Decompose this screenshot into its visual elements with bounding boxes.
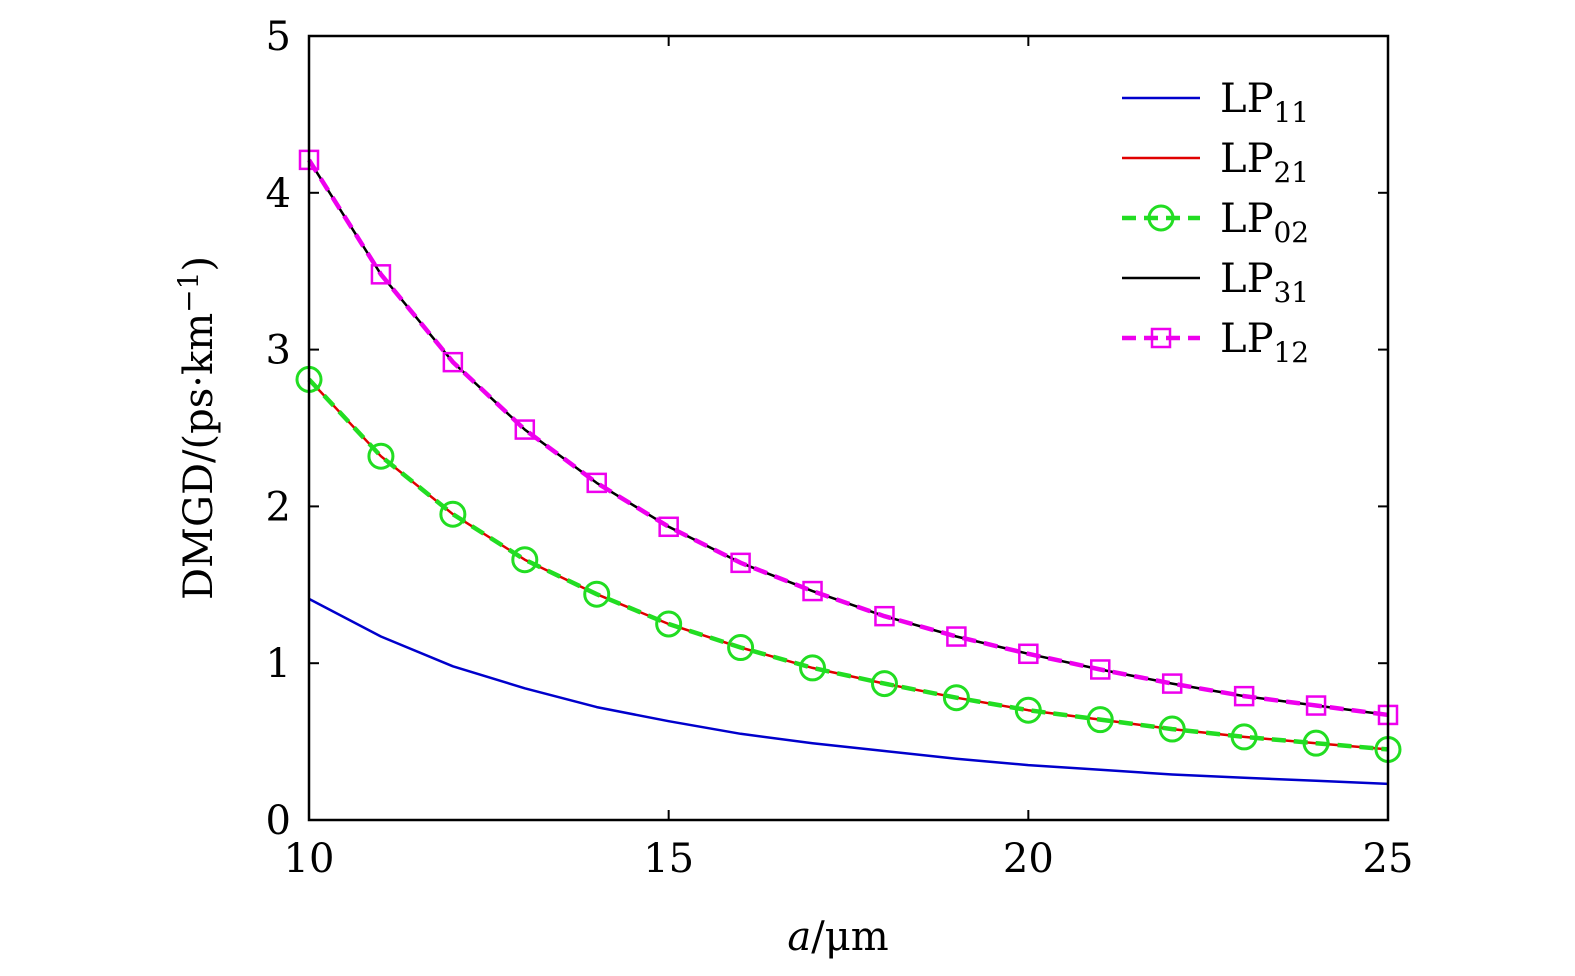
data-point-lp02: [511, 546, 539, 574]
legend-label-subscript: 02: [1273, 216, 1309, 249]
y-axis-label-exponent: −1: [172, 272, 205, 313]
legend-label-main: LP: [1220, 196, 1273, 242]
series-line-lp31: [307, 159, 1389, 717]
data-point-lp02: [1086, 706, 1114, 734]
legend-label-subscript: 12: [1273, 336, 1309, 369]
data-point-lp12: [946, 626, 967, 647]
legend-label-subscript: 11: [1273, 96, 1309, 129]
legend-label-lp12: LP12: [1220, 316, 1309, 369]
y-axis-label: DMGD/(ps·km−1): [172, 256, 222, 600]
x-axis-label-variable: a: [787, 914, 811, 960]
legend-label-subscript: 21: [1273, 156, 1309, 189]
data-point-lp12: [874, 605, 895, 627]
data-point-lp02: [870, 670, 898, 698]
data-point-lp12: [1090, 659, 1111, 680]
data-point-lp12: [1018, 643, 1039, 665]
data-point-lp12: [658, 516, 679, 538]
legend-entry-lp31: LP31: [1122, 256, 1309, 309]
y-tick-label: 5: [266, 14, 291, 60]
legend-entry-lp12: LP12: [1122, 316, 1309, 369]
legend-label-lp31: LP31: [1220, 256, 1309, 309]
legend-label-main: LP: [1220, 256, 1273, 302]
legend-entry-lp11: LP11: [1122, 76, 1309, 129]
x-tick-label: 10: [284, 836, 335, 882]
legend-entry-lp21: LP21: [1122, 136, 1309, 189]
y-axis-label-main: DMGD/(ps·km: [176, 313, 222, 600]
data-point-lp12: [514, 419, 536, 440]
data-point-lp02: [1014, 696, 1042, 724]
y-tick-label: 3: [266, 328, 291, 374]
data-point-lp12: [586, 472, 607, 494]
series-lp11: [308, 597, 1389, 786]
y-tick-label: 4: [266, 171, 291, 217]
data-point-lp02: [439, 500, 467, 528]
legend-marker-lp12: [1150, 327, 1172, 349]
series-line-lp02: [307, 377, 1389, 752]
legend-label-lp02: LP02: [1220, 196, 1309, 249]
legend-label-subscript: 31: [1273, 276, 1309, 309]
data-point-lp12: [442, 351, 464, 373]
legend-label-lp11: LP11: [1220, 76, 1309, 129]
x-axis-label: a/μm: [787, 914, 888, 960]
data-point-lp02: [799, 654, 827, 682]
legend-label-main: LP: [1220, 76, 1273, 122]
data-point-lp02: [942, 684, 970, 712]
y-tick-label: 0: [266, 798, 291, 844]
series-lp31: [307, 159, 1389, 717]
data-point-lp02: [1158, 715, 1186, 743]
y-tick-label: 2: [266, 484, 291, 530]
data-point-lp02: [583, 580, 611, 608]
series-lp12: [298, 149, 1399, 726]
data-point-lp02: [727, 634, 755, 662]
data-point-lp02: [1230, 723, 1258, 751]
y-axis-label-close: ): [176, 256, 222, 272]
legend-label-main: LP: [1220, 316, 1273, 362]
legend-marker-lp02: [1147, 204, 1175, 232]
data-point-lp02: [1302, 729, 1330, 757]
plot-area-frame: [307, 34, 1390, 822]
data-point-lp02: [367, 442, 395, 470]
data-point-lp12: [1305, 695, 1327, 716]
x-tick-label: 20: [1003, 836, 1054, 882]
x-axis-label-unit: /μm: [811, 914, 888, 960]
series-line-lp12: [307, 158, 1389, 718]
series-line-lp11: [308, 597, 1389, 786]
data-point-lp12: [370, 264, 392, 285]
data-point-lp12: [1233, 685, 1255, 707]
legend-label-main: LP: [1220, 136, 1273, 182]
data-point-lp12: [730, 552, 751, 574]
data-point-lp02: [655, 610, 683, 638]
y-tick-label: 1: [266, 641, 291, 687]
legend-label-lp21: LP21: [1220, 136, 1309, 189]
x-tick-label: 25: [1363, 836, 1414, 882]
data-point-lp12: [802, 580, 823, 602]
series-lp02: [295, 365, 1402, 763]
legend-entry-lp02: LP02: [1122, 196, 1309, 249]
data-point-lp12: [1161, 673, 1183, 694]
x-tick-label: 15: [643, 836, 694, 882]
series-layer: [295, 149, 1402, 786]
